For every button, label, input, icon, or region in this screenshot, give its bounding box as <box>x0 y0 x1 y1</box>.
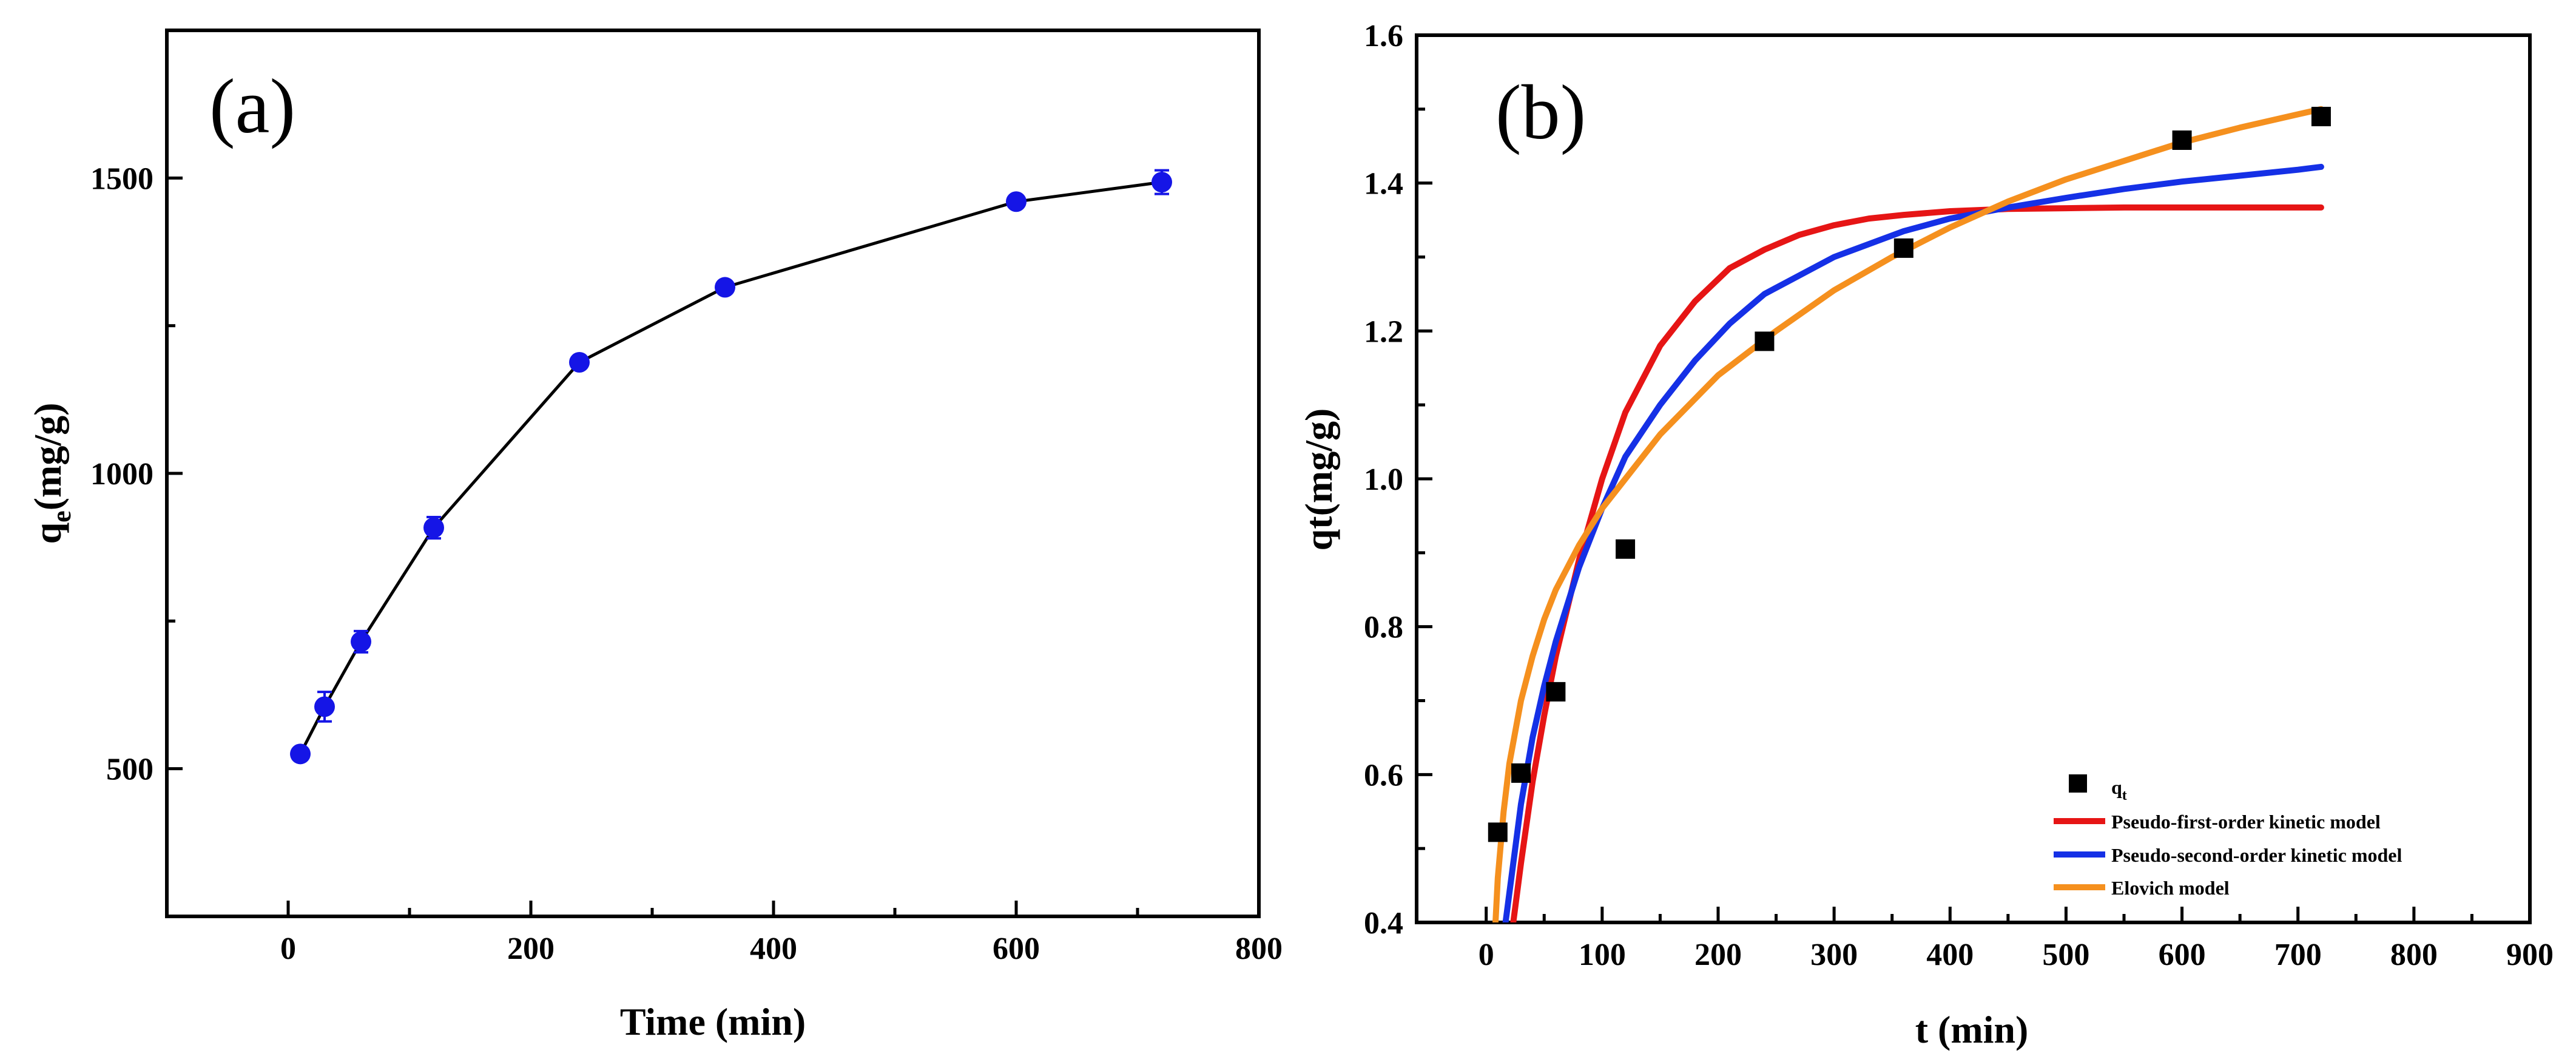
y-tick-label-b-0.6: 0.6 <box>1364 758 1403 793</box>
x-tick-label-b-100: 100 <box>1579 938 1626 972</box>
y-tick-label-b-1.2: 1.2 <box>1364 314 1403 349</box>
legend-label-qt-sub: t <box>2122 788 2127 804</box>
y-axis-title-b: qt(mg/g) <box>1297 408 1340 551</box>
chart-panel-b: 0 100 200 300 400 500 600 700 800 900 0.4 0.6 0.8 1.0… <box>1297 19 2554 1051</box>
data-point-qt-30 <box>1511 763 1531 783</box>
data-point-qt-240 <box>1755 331 1775 351</box>
data-point-qe-30 <box>314 696 335 717</box>
legend-marker-qt <box>2069 774 2087 793</box>
x-tick-label-b-800: 800 <box>2390 938 2438 972</box>
x-axis-title-a: Time (min) <box>620 1000 806 1043</box>
data-point-qt-720 <box>2311 107 2331 127</box>
y-tick-label-b-0.4: 0.4 <box>1364 906 1403 941</box>
series-line-qe <box>298 180 1162 755</box>
x-tick-label-b-300: 300 <box>1810 938 1858 972</box>
pseudo-first-order-curve <box>1510 204 2324 922</box>
axis-ticks-a <box>167 176 1261 916</box>
pseudo-second-order-curve <box>1502 163 2324 922</box>
legend-label-qt: qt <box>2111 776 2127 804</box>
y-tick-label-a-500: 500 <box>106 753 153 787</box>
y-tick-label-b-1: 1.0 <box>1364 462 1403 497</box>
x-tick-label-b-0: 0 <box>1479 938 1494 972</box>
data-point-qe-600 <box>1006 191 1027 212</box>
data-point-qe-240 <box>569 352 590 373</box>
x-tick-label-b-900: 900 <box>2506 938 2554 972</box>
legend-b: qt Pseudo-first-order kinetic model Pseu… <box>2054 774 2402 899</box>
x-tick-label-b-700: 700 <box>2274 938 2322 972</box>
tick-labels-b: 0 100 200 300 400 500 600 700 800 900 0.4 0.6 0.8 1.0… <box>1364 19 2554 972</box>
data-point-qe-360 <box>715 277 735 298</box>
x-tick-label-a-600: 600 <box>993 932 1040 966</box>
data-point-qe-120 <box>423 517 444 538</box>
axis-ticks-b <box>1417 33 2532 924</box>
data-point-qt-120 <box>1616 539 1636 559</box>
legend-label-qt-main: q <box>2111 776 2122 798</box>
data-point-qt-360 <box>1893 238 1913 258</box>
x-tick-label-a-800: 800 <box>1235 932 1283 966</box>
data-point-qt-60 <box>1546 682 1566 702</box>
tick-labels-a: 0 200 400 600 800 500 1000 1500 <box>90 161 1283 966</box>
y-axis-title-unit-a: (mg/g) <box>26 403 69 511</box>
data-point-qe-60 <box>351 631 371 652</box>
panel-label-b: (b) <box>1495 69 1586 155</box>
data-point-qe-10 <box>290 743 311 765</box>
x-tick-label-a-400: 400 <box>750 932 797 966</box>
legend-label-pfo: Pseudo-first-order kinetic model <box>2111 811 2381 833</box>
data-series-a <box>290 169 1172 765</box>
legend-label-pso: Pseudo-second-order kinetic model <box>2111 844 2402 866</box>
y-axis-title-a: qe(mg/g) <box>26 403 76 544</box>
x-tick-label-b-200: 200 <box>1694 938 1742 972</box>
x-tick-label-b-600: 600 <box>2159 938 2206 972</box>
y-tick-label-a-1000: 1000 <box>90 457 153 492</box>
y-tick-label-b-0.8: 0.8 <box>1364 611 1403 645</box>
x-tick-label-b-400: 400 <box>1926 938 1974 972</box>
data-point-qt-10 <box>1488 822 1508 842</box>
x-tick-label-a-0: 0 <box>280 932 296 966</box>
model-curves-b <box>1492 106 2324 922</box>
y-tick-label-b-1.4: 1.4 <box>1364 167 1403 201</box>
y-axis-title-main-a: q <box>26 523 69 544</box>
plot-frame-b <box>1415 33 2532 924</box>
x-tick-label-b-500: 500 <box>2042 938 2089 972</box>
legend-label-elovich: Elovich model <box>2111 877 2230 899</box>
x-tick-label-a-200: 200 <box>507 932 555 966</box>
y-tick-label-a-1500: 1500 <box>90 161 153 196</box>
panel-label-a: (a) <box>209 63 295 149</box>
x-axis-title-b: t (min) <box>1915 1008 2029 1051</box>
y-tick-label-b-1.6: 1.6 <box>1364 19 1403 53</box>
data-points-b <box>1488 107 2331 842</box>
data-point-qe-720 <box>1151 172 1172 193</box>
y-axis-title-sub-a: e <box>47 510 76 523</box>
elovich-curve <box>1492 106 2324 922</box>
data-point-qt-600 <box>2172 130 2192 151</box>
plot-frame-a <box>165 29 1261 918</box>
